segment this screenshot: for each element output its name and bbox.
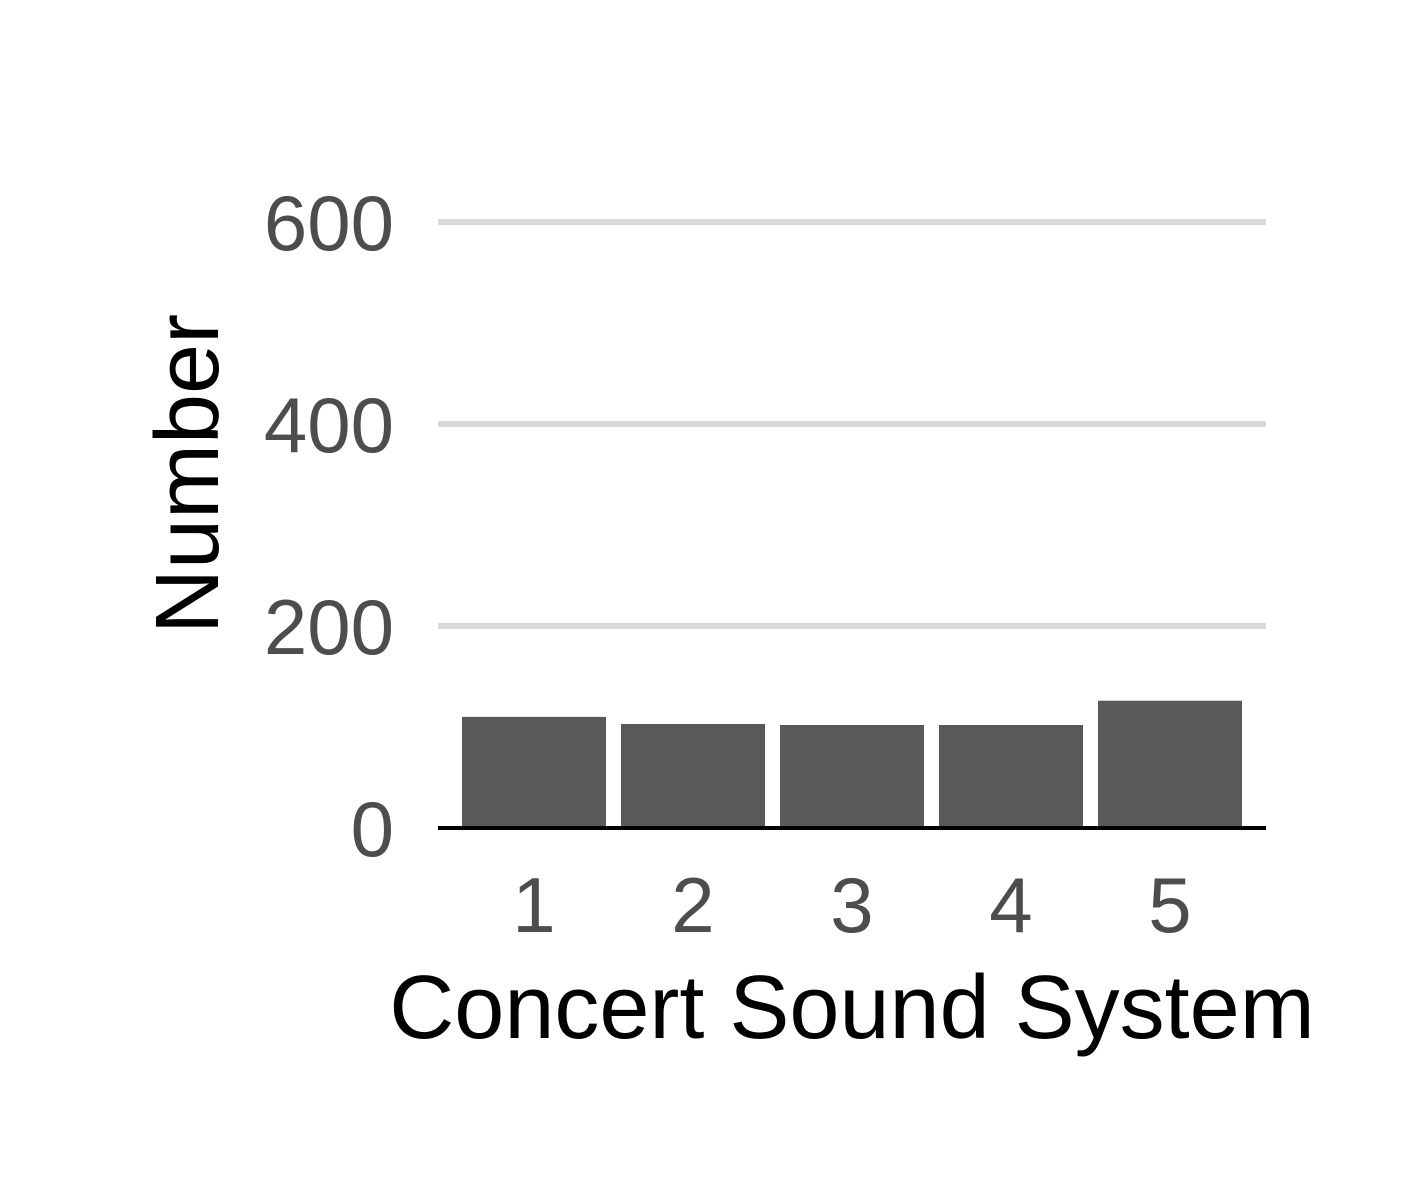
- x-tick-label: 4: [989, 861, 1032, 949]
- bar: [1098, 700, 1242, 828]
- bar: [621, 723, 765, 828]
- bar: [939, 724, 1083, 828]
- bars: [462, 700, 1242, 828]
- y-tick-label: 600: [264, 179, 394, 267]
- x-tick-label: 3: [830, 861, 873, 949]
- bar: [780, 724, 924, 828]
- x-tick-label: 5: [1148, 861, 1191, 949]
- y-axis-ticks: 0 200 400 600: [264, 179, 394, 873]
- y-tick-label: 400: [264, 381, 394, 469]
- x-axis-ticks: 1 2 3 4 5: [512, 861, 1191, 949]
- y-tick-label: 200: [264, 583, 394, 671]
- y-tick-label: 0: [351, 785, 394, 873]
- x-tick-label: 1: [512, 861, 555, 949]
- x-axis-title: Concert Sound System: [389, 958, 1314, 1058]
- x-tick-label: 2: [671, 861, 714, 949]
- gridlines: [438, 219, 1266, 629]
- bar: [462, 716, 606, 828]
- y-axis-title: Number: [138, 314, 238, 634]
